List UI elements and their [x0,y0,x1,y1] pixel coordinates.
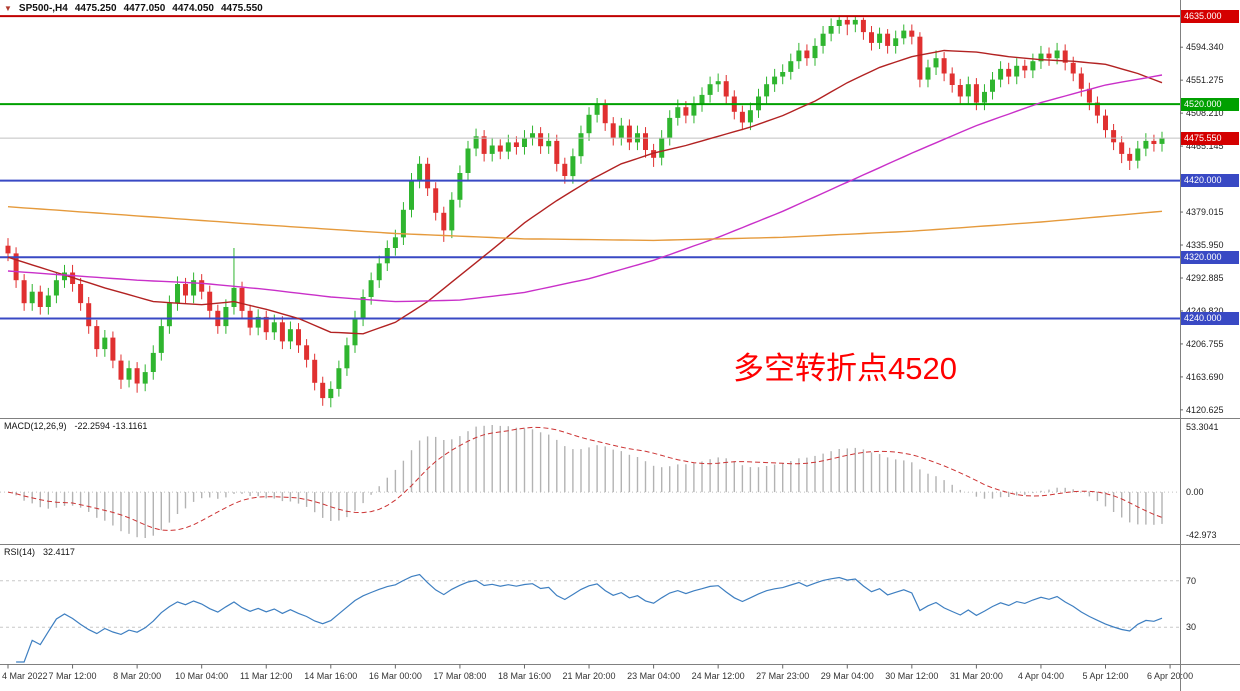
ma-slow-orange [7,206,1163,242]
annotation-text: 多空转折点4520 [733,351,957,386]
bar-open-value: 4475.250 [74,3,117,14]
ma-mid-magenta [7,74,1163,303]
chart-header: ▼ SP500-,H4 4475.250 4477.050 4474.050 4… [4,3,263,14]
rsi-value: 32.4117 [43,547,75,557]
rsi-indicator-header: RSI(14) 32.4117 [4,547,75,557]
rsi-line [16,573,1163,663]
macd-values: -22.2594 -13.1161 [74,421,148,431]
bar-low-value: 4474.050 [172,3,214,14]
macd-signal-line [7,426,1163,532]
bar-high-value: 4477.050 [123,3,166,14]
symbol-timeframe-label: SP500-,H4 [18,3,68,14]
macd-indicator-header: MACD(12,26,9) -22.2594 -13.1161 [4,421,147,431]
rsi-label: RSI(14) [4,547,36,557]
macd-label: MACD(12,26,9) [4,421,67,431]
ma-fast-red [7,49,1163,335]
bar-close-value: 4475.550 [221,3,263,14]
symbol-dropdown-icon[interactable]: ▼ [4,3,12,13]
